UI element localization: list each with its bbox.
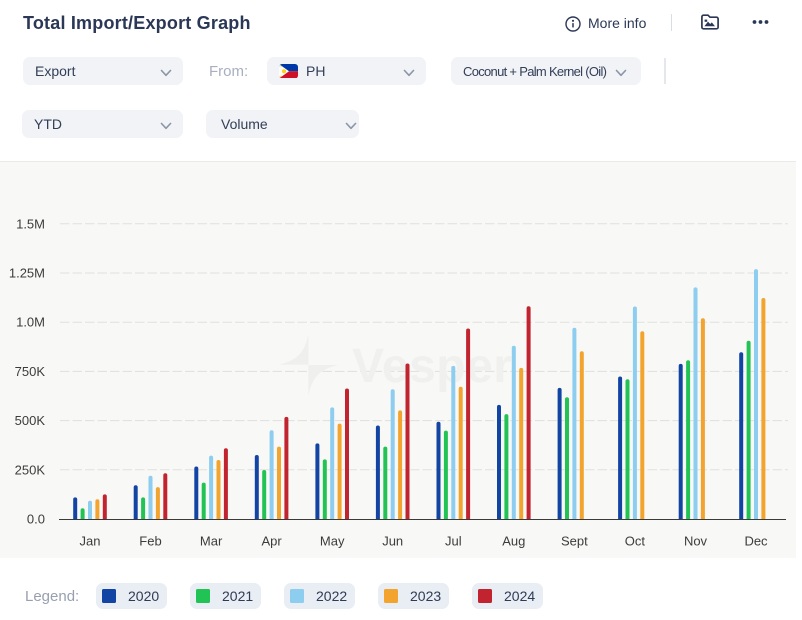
svg-text:Nov: Nov — [684, 534, 708, 549]
svg-text:Jan: Jan — [80, 534, 101, 549]
svg-text:Feb: Feb — [139, 534, 161, 549]
svg-text:1.0M: 1.0M — [16, 315, 45, 330]
svg-text:250K: 250K — [15, 462, 46, 477]
svg-text:Dec: Dec — [744, 534, 768, 549]
svg-text:Sept: Sept — [561, 534, 588, 549]
svg-text:Aug: Aug — [502, 534, 525, 549]
svg-text:Oct: Oct — [625, 534, 646, 549]
svg-text:Jun: Jun — [382, 534, 403, 549]
svg-text:1.5M: 1.5M — [16, 216, 45, 231]
svg-text:Apr: Apr — [261, 534, 282, 549]
svg-text:1.25M: 1.25M — [9, 266, 45, 281]
svg-text:0.0: 0.0 — [27, 512, 45, 527]
svg-text:May: May — [320, 534, 345, 549]
svg-text:Jul: Jul — [445, 534, 462, 549]
svg-text:500K: 500K — [15, 413, 46, 428]
svg-text:Vesper: Vesper — [352, 340, 512, 393]
svg-text:Mar: Mar — [200, 534, 223, 549]
svg-text:750K: 750K — [15, 364, 46, 379]
